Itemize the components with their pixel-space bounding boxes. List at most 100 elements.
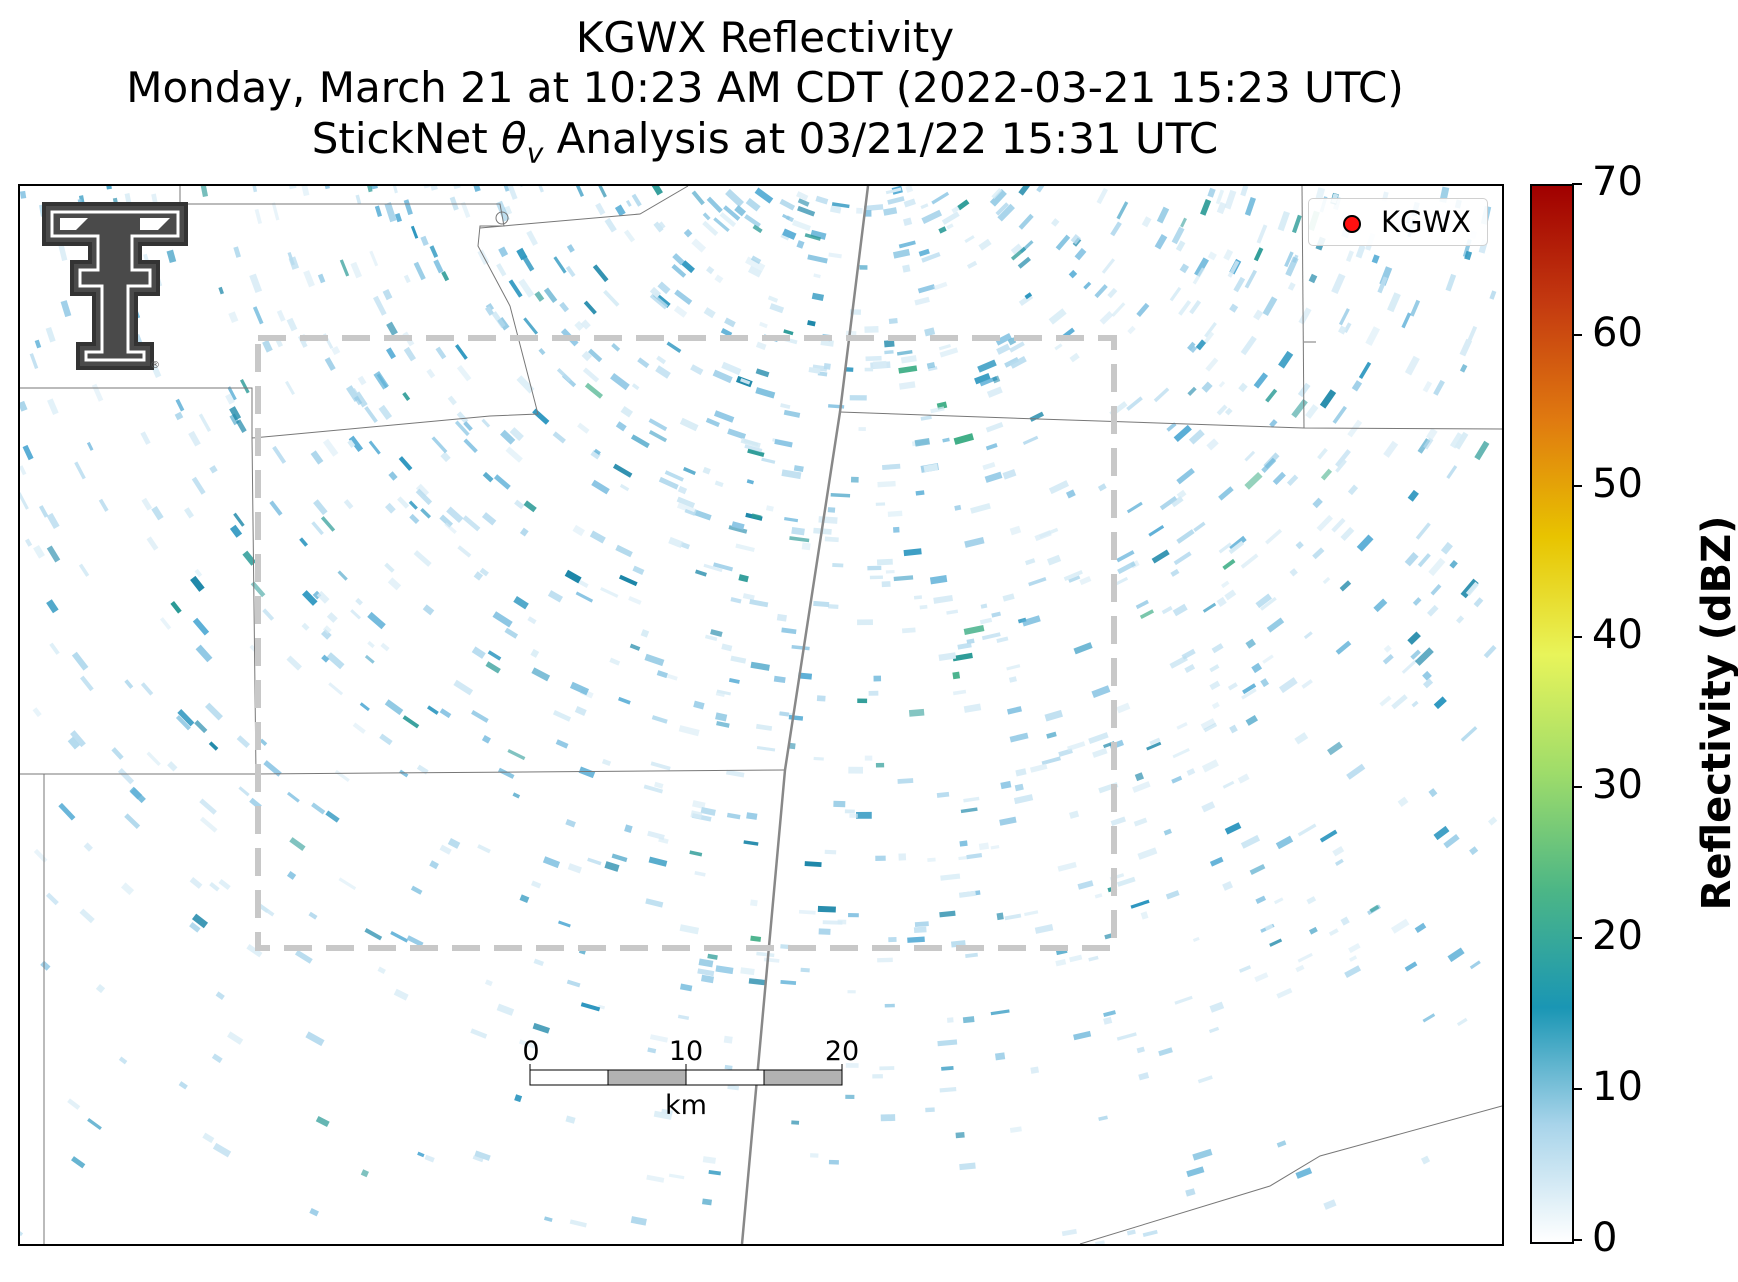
reflectivity-gate xyxy=(191,913,209,929)
reflectivity-gate xyxy=(426,368,436,379)
reflectivity-gate xyxy=(601,758,612,767)
reflectivity-gate xyxy=(703,563,723,573)
reflectivity-gate xyxy=(1449,432,1464,449)
reflectivity-gate xyxy=(755,387,776,399)
reflectivity-gate xyxy=(194,720,208,734)
reflectivity-gate xyxy=(166,249,177,264)
reflectivity-gate xyxy=(470,1028,488,1039)
reflectivity-gate xyxy=(1474,440,1490,461)
reflectivity-gate xyxy=(364,186,373,193)
reflectivity-gate xyxy=(317,273,326,284)
reflectivity-gate xyxy=(566,979,581,988)
reflectivity-gate xyxy=(485,305,494,316)
reflectivity-gate xyxy=(1218,486,1234,501)
reflectivity-gate xyxy=(184,507,195,519)
reflectivity-gate xyxy=(706,196,723,214)
reflectivity-gate xyxy=(1335,449,1351,468)
reflectivity-gate xyxy=(195,644,213,663)
reflectivity-gate xyxy=(604,217,617,233)
reflectivity-gate xyxy=(1265,388,1278,403)
reflectivity-gate xyxy=(1185,1188,1196,1197)
reflectivity-gate xyxy=(1455,615,1465,624)
reflectivity-gate xyxy=(1319,389,1337,409)
reflectivity-gate xyxy=(997,203,1015,222)
reflectivity-gate xyxy=(1046,731,1057,739)
reflectivity-gate xyxy=(1142,1229,1158,1238)
reflectivity-gate xyxy=(898,365,918,374)
reflectivity-gate xyxy=(355,194,362,205)
reflectivity-gate xyxy=(355,597,363,606)
reflectivity-gate xyxy=(726,812,741,820)
reflectivity-gate xyxy=(824,849,837,855)
reflectivity-gate xyxy=(938,343,952,351)
scale-label-0: 0 xyxy=(522,1036,540,1067)
reflectivity-gate xyxy=(872,360,887,369)
reflectivity-gate xyxy=(1253,309,1264,321)
reflectivity-gate xyxy=(124,679,134,689)
reflectivity-gate xyxy=(386,321,398,336)
reflectivity-gate xyxy=(992,375,1001,384)
reflectivity-gate xyxy=(509,427,524,442)
reflectivity-gate xyxy=(1445,273,1457,292)
reflectivity-gate xyxy=(964,536,985,548)
reflectivity-gate xyxy=(1209,680,1221,691)
reflectivity-gate xyxy=(1237,773,1250,784)
reflectivity-gate xyxy=(913,595,923,600)
colorbar-tick-label: 50 xyxy=(1592,460,1643,507)
reflectivity-gate xyxy=(479,567,489,577)
reflectivity-gate xyxy=(956,199,970,211)
reflectivity-gate xyxy=(597,1004,606,1010)
reflectivity-gate xyxy=(1189,345,1198,353)
reflectivity-gate xyxy=(865,210,872,217)
reflectivity-gate xyxy=(1117,561,1136,575)
reflectivity-gate xyxy=(1289,568,1298,577)
radar-map[interactable]: 0 10 20 km xyxy=(18,184,1504,1246)
reflectivity-gate xyxy=(647,1047,657,1054)
reflectivity-gate xyxy=(33,544,45,559)
reflectivity-gate xyxy=(1244,196,1256,216)
reflectivity-gate xyxy=(977,359,997,373)
reflectivity-gate xyxy=(702,1198,713,1206)
reflectivity-gate xyxy=(1194,257,1209,277)
reflectivity-gate xyxy=(1346,763,1366,780)
reflectivity-gate xyxy=(951,205,960,214)
reflectivity-gate xyxy=(191,476,206,495)
reflectivity-gate xyxy=(533,958,544,967)
reflectivity-gate xyxy=(884,350,894,355)
reflectivity-gate xyxy=(1227,682,1238,691)
reflectivity-gate xyxy=(1426,427,1438,441)
state-boundary-line xyxy=(740,186,870,1244)
reflectivity-gate xyxy=(1273,897,1284,905)
reflectivity-gate xyxy=(1009,356,1027,369)
reflectivity-gate xyxy=(1433,825,1450,841)
reflectivity-gate xyxy=(1206,438,1219,451)
reflectivity-gate xyxy=(1207,187,1216,198)
reflectivity-gate xyxy=(1371,254,1380,264)
reflectivity-gate xyxy=(863,204,884,212)
reflectivity-gate xyxy=(856,207,863,214)
reflectivity-gate xyxy=(440,451,451,463)
reflectivity-gate xyxy=(1173,551,1192,566)
reflectivity-gate xyxy=(339,259,350,277)
reflectivity-gate xyxy=(1229,303,1239,313)
reflectivity-gate xyxy=(980,603,988,609)
reflectivity-gate xyxy=(1186,1166,1205,1178)
reflectivity-gate xyxy=(276,309,286,322)
reflectivity-gate xyxy=(364,927,383,941)
reflectivity-gate xyxy=(263,760,282,777)
reflectivity-gate xyxy=(587,857,602,866)
reflectivity-gate xyxy=(978,842,990,851)
reflectivity-gate xyxy=(403,199,413,216)
reflectivity-gate xyxy=(1202,602,1217,613)
colorbar-tick-mark xyxy=(1572,937,1582,940)
reflectivity-gate xyxy=(902,217,913,226)
reflectivity-gate xyxy=(235,419,247,433)
reflectivity-gate xyxy=(1469,960,1481,970)
reflectivity-gate xyxy=(347,439,356,448)
colorbar-tick-mark xyxy=(1572,635,1582,638)
reflectivity-gate xyxy=(647,830,665,840)
reflectivity-gate xyxy=(755,723,773,731)
reflectivity-gate xyxy=(177,709,195,727)
reflectivity-gate xyxy=(1387,292,1401,313)
reflectivity-gate xyxy=(398,456,413,471)
